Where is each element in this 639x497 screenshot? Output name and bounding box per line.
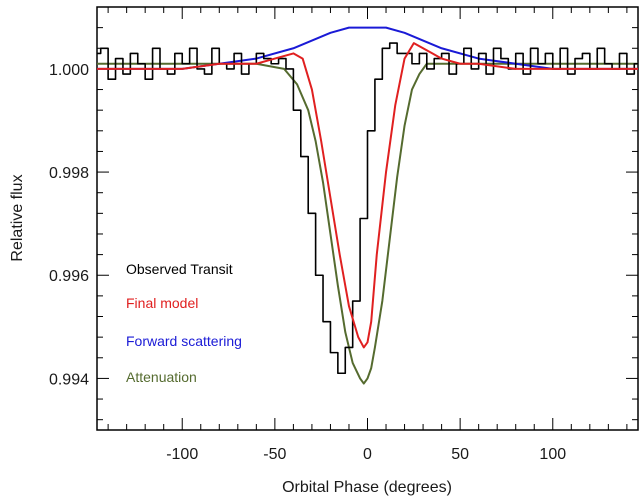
legend-observed-transit: Observed Transit [126, 261, 233, 277]
x-axis-label: Orbital Phase (degrees) [282, 479, 452, 496]
x-tick-label: 50 [451, 446, 469, 463]
y-tick-label: 0.998 [49, 165, 89, 182]
y-tick-label: 1.000 [49, 62, 89, 79]
tick-marks [97, 7, 638, 430]
x-tick-label: 100 [539, 446, 566, 463]
x-tick-label: -100 [166, 446, 198, 463]
series-layer [97, 26, 638, 385]
legend-forward-scattering: Forward scattering [126, 333, 242, 349]
x-tick-label: 0 [363, 446, 372, 463]
forward-scattering-line [97, 26, 638, 70]
x-tick-label: -50 [263, 446, 286, 463]
legend-attenuation: Attenuation [126, 369, 197, 385]
legend-final-model: Final model [126, 295, 198, 311]
y-tick-label: 0.996 [49, 268, 89, 285]
y-axis-label: Relative flux [9, 174, 26, 261]
attenuation-line [97, 62, 638, 385]
observed-transit-histogram [97, 42, 638, 375]
final-model-line [97, 42, 638, 349]
tick-labels: -100 -50 0 50 100 0.994 0.996 0.998 1.000 [49, 62, 566, 463]
y-tick-label: 0.994 [49, 371, 89, 388]
